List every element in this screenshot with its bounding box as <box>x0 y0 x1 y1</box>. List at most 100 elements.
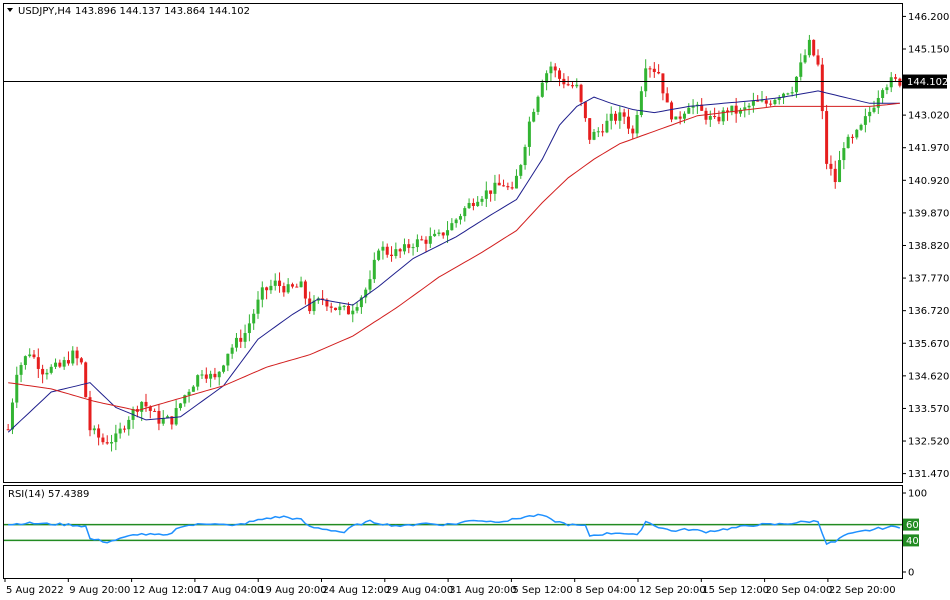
candle-body <box>338 306 342 311</box>
time-tick-label: 19 Aug 20:00 <box>259 585 326 596</box>
time-tick-label: 9 Aug 20:00 <box>69 585 130 596</box>
candle-body <box>446 230 450 236</box>
candle-body <box>110 442 114 444</box>
candle-body <box>342 305 346 307</box>
candle-body <box>278 280 282 287</box>
candle-body <box>760 100 764 102</box>
candle-body <box>269 285 273 291</box>
candle-body <box>652 68 656 73</box>
current-price-badge <box>903 74 947 89</box>
candle-body <box>850 136 854 138</box>
candle-body <box>398 249 402 252</box>
candle-body <box>355 307 359 311</box>
candle-body <box>243 333 247 342</box>
candle-body <box>407 244 411 248</box>
candle-body <box>868 111 872 117</box>
rsi-plot <box>4 513 902 546</box>
rsi-axis: 100 60 40 0 <box>902 489 927 579</box>
candle-body <box>467 202 471 209</box>
candle-body <box>247 323 251 334</box>
candle-body <box>527 121 531 147</box>
candle-body <box>674 116 678 120</box>
candle-body <box>441 232 445 236</box>
candle-body <box>523 146 527 166</box>
time-tick-label: 8 Sep 04:00 <box>576 585 636 596</box>
ma-slow-line <box>8 102 900 412</box>
collapse-triangle-icon[interactable] <box>7 8 13 12</box>
candle-body <box>635 115 639 134</box>
candle-body <box>153 410 157 412</box>
candle-body <box>183 395 187 404</box>
candle-body <box>889 77 893 88</box>
candle-body <box>764 100 768 104</box>
candle-body <box>32 354 36 358</box>
candle-body <box>570 85 574 87</box>
candle-body <box>476 201 480 207</box>
candle-body <box>588 118 592 140</box>
candle-body <box>708 116 712 120</box>
time-tick-label: 5 Aug 2022 <box>6 585 64 596</box>
candle-body <box>230 347 234 354</box>
current-price-label: 144.102 <box>907 77 948 88</box>
candle-body <box>605 120 609 133</box>
rsi-level-badge <box>903 518 919 531</box>
candle-body <box>239 337 243 342</box>
candle-body <box>657 72 661 74</box>
candle-body <box>411 247 415 249</box>
time-tick-label: 31 Aug 20:00 <box>449 585 516 596</box>
price-axis: 146.200 145.150 144.102 143.020 141.970 140.9… <box>902 12 949 480</box>
candle-body <box>114 433 118 443</box>
candle-body <box>583 101 587 119</box>
main-plot <box>4 34 902 452</box>
candle-body <box>385 246 389 255</box>
candle-body <box>299 281 303 288</box>
time-tick-label: 29 Aug 04:00 <box>386 585 453 596</box>
candle-body <box>122 428 126 430</box>
candle-body <box>497 182 501 186</box>
price-tick-label: 139.870 <box>908 208 949 219</box>
candle-body <box>209 373 213 379</box>
candle-body <box>894 77 898 79</box>
candle-body <box>458 216 462 220</box>
time-tick-label: 12 Aug 12:00 <box>133 585 200 596</box>
candle-body <box>58 362 62 367</box>
candle-body <box>170 416 174 425</box>
candle-body <box>127 419 131 430</box>
candle-body <box>84 362 88 398</box>
candle-body <box>592 131 596 140</box>
candle-body <box>842 148 846 161</box>
candle-body <box>484 190 488 199</box>
rsi-level-badge <box>903 534 919 547</box>
price-tick-label: 146.200 <box>908 12 949 23</box>
candle-body <box>631 128 635 134</box>
candle-body <box>6 429 10 431</box>
candle-body <box>863 116 867 125</box>
candle-body <box>713 116 717 118</box>
candle-body <box>769 103 773 105</box>
symbol-header: USDJPY,H4 <box>18 6 71 17</box>
candle-body <box>260 287 264 300</box>
candle-body <box>334 307 338 311</box>
candle-body <box>252 313 256 324</box>
rsi-level-label: 40 <box>906 536 919 547</box>
candle-body <box>855 129 859 138</box>
candle-body <box>829 163 833 169</box>
candle-body <box>532 111 536 122</box>
candle-body <box>351 310 355 315</box>
candle-body <box>265 287 269 291</box>
candle-body <box>41 368 45 375</box>
candle-body <box>394 249 398 257</box>
candle-body <box>346 305 350 315</box>
candle-body <box>480 198 484 202</box>
candle-body <box>717 116 721 122</box>
candle-body <box>308 298 312 312</box>
candle-body <box>329 306 333 308</box>
price-tick-label: 132.520 <box>908 437 949 448</box>
candle-body <box>734 105 738 114</box>
price-tick-label: 140.920 <box>908 176 949 187</box>
candle-body <box>566 84 570 86</box>
candle-body <box>390 254 394 257</box>
candle-body <box>234 337 238 348</box>
candle-body <box>721 110 725 122</box>
candle-body <box>545 73 549 83</box>
